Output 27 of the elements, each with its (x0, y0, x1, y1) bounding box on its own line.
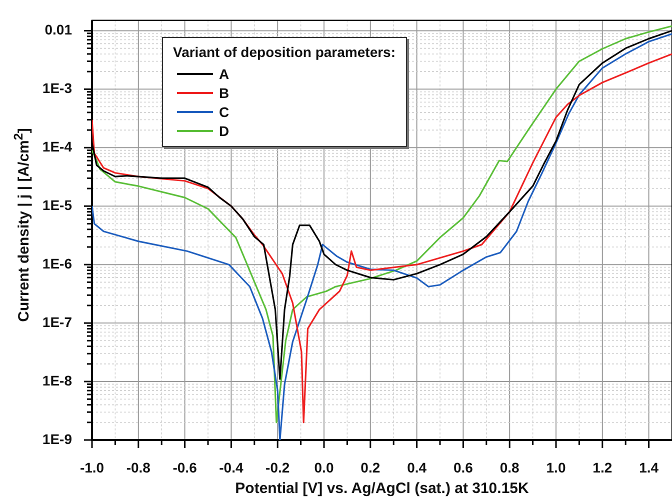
x-tick-label: -1.0 (80, 459, 104, 476)
x-tick-label: 0.8 (500, 459, 520, 476)
x-tick-label: 0.6 (453, 459, 474, 476)
legend-label: C (219, 104, 230, 120)
y-tick-label: 1E-9 (42, 430, 72, 447)
x-tick-label: -0.8 (126, 459, 151, 476)
legend-title: Variant of deposition parameters: (173, 44, 396, 60)
x-tick-label: 0.4 (407, 459, 427, 476)
x-tick-label: 0.2 (360, 459, 380, 476)
x-tick-label: 1.4 (639, 459, 659, 476)
x-tick-label: -0.4 (219, 459, 244, 476)
y-tick-label: 1E-3 (42, 80, 72, 96)
legend-label: A (219, 66, 230, 82)
x-tick-label: 1.0 (546, 459, 566, 476)
x-tick-label: -0.6 (172, 459, 198, 476)
y-tick-label: 1E-4 (42, 138, 72, 154)
x-tick-label: 0.0 (314, 459, 334, 476)
y-tick-label: 1E-8 (42, 372, 72, 388)
legend-label: B (219, 84, 230, 101)
y-tick-label: 1E-7 (42, 314, 72, 330)
y-tick-label: 1E-6 (42, 255, 72, 272)
legend-label: D (219, 122, 230, 139)
x-tick-label: 1.2 (592, 459, 612, 476)
y-tick-label: 1E-5 (42, 196, 72, 213)
y-tick-label: 0.01 (44, 22, 72, 38)
x-axis-title: Potential [V] vs. Ag/AgCl (sat.) at 310.15K (234, 480, 530, 497)
x-tick-label: -0.2 (266, 459, 290, 476)
